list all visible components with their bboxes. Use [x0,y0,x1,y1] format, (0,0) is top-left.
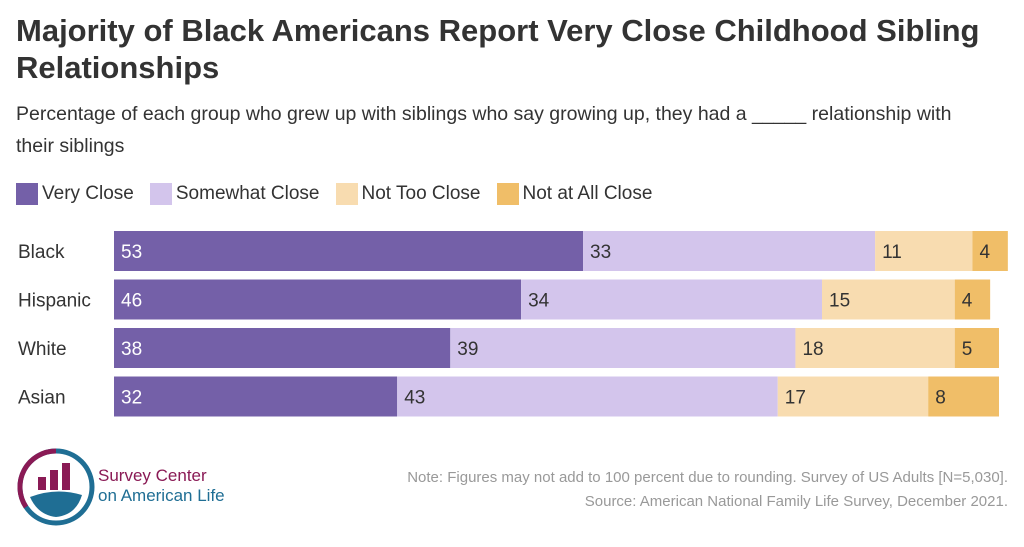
legend-swatch [496,183,519,205]
legend-item: Not Too Close [335,183,481,205]
legend: Very Close Somewhat Close Not Too Close Not… [16,183,652,205]
bar-segment [114,231,584,271]
data-label: 34 [528,291,550,312]
data-label: 5 [962,339,973,360]
legend-item: Somewhat Close [149,183,320,205]
source-text: Source: American National Family Life Su… [584,493,1008,510]
legend-label: Not at All Close [522,183,653,204]
data-label: 8 [935,388,946,409]
data-label: 15 [829,291,850,312]
data-label: 53 [121,242,142,263]
bar-segment [114,376,398,417]
bar-segment [954,279,991,320]
data-label: 33 [590,242,611,263]
data-label: 32 [121,388,142,409]
bar-segment [114,328,451,368]
bar-segment [972,231,1008,271]
data-label: 43 [404,388,425,409]
bar-segment [954,328,999,368]
legend-swatch [149,183,172,205]
bar-segment [521,279,822,320]
bar-segment [583,231,876,271]
legend-label: Not Too Close [361,183,481,204]
bar-segment [795,328,955,368]
data-label: 18 [802,339,823,360]
legend-label: Very Close [42,183,134,204]
legend-label: Somewhat Close [175,183,320,204]
bar-segment [875,231,973,271]
data-label: 39 [457,339,478,360]
data-label: 46 [121,291,142,312]
chart-subtitle: Percentage of each group who grew up wit… [16,103,952,157]
bar-segment [397,376,778,417]
note-text: Note: Figures may not add to 100 percent… [407,469,1008,486]
data-label: 38 [121,339,142,360]
category-label: White [18,339,67,360]
category-label: Hispanic [18,291,91,312]
logo-icon: Survey Center on American Life [17,448,225,526]
data-label: 17 [785,388,806,409]
data-label: 4 [962,291,973,312]
data-label: 11 [882,242,902,263]
legend-item: Not at All Close [496,183,653,205]
survey-center-logo: Survey Center on American Life [16,447,246,532]
logo-line2: on American Life [98,486,225,505]
bar-segment [114,279,522,320]
legend-swatch [16,183,38,205]
logo-line1: Survey Center [98,466,207,485]
legend-item: Very Close [16,183,134,205]
category-label: Asian [18,388,66,409]
chart-title: Majority of Black Americans Report Very … [16,13,980,85]
legend-swatch [335,183,358,205]
bar-segment [822,279,955,320]
bar-segment [777,376,929,417]
data-label: 4 [979,242,990,263]
bar-segment [928,376,999,417]
bar-segment [450,328,796,368]
category-label: Black [18,242,65,263]
